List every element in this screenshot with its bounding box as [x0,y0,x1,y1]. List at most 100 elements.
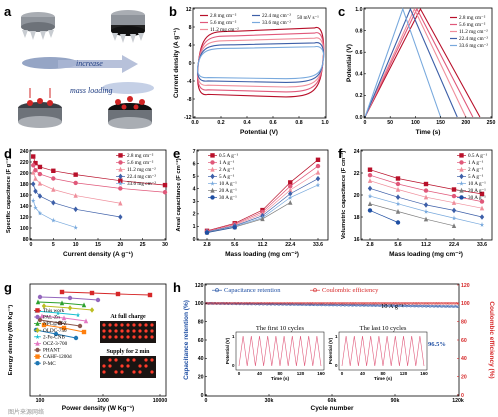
y-tick-label: 16 [354,237,360,243]
x-tick-label: 0.4 [243,120,250,126]
ragone-line [61,291,151,296]
efficiency-point [258,302,261,305]
y2-tick-label: 20 [461,374,467,380]
panel-a-schematic: a increase mass loading [4,4,154,129]
retention-point [362,304,365,307]
efficiency-point [318,302,321,305]
x-tick-label: 200 [461,120,470,126]
retention-point [389,304,392,308]
ticks-f: 2.8 5.6 11.2 22.4 33.6 16 18 20 22 24 [354,149,487,248]
retention-point [446,304,449,308]
led-dot [114,329,118,333]
x-axis-label-f: Mass loading (mg cm⁻²) [389,251,463,258]
retention-point [343,304,346,307]
inset-x-tick: 120 [297,371,305,376]
legend-label: 0.5 A g⁻¹ [468,153,488,159]
legend-marker [118,173,123,180]
data-point [51,176,56,181]
efficiency-point [412,302,415,305]
legend-label: 30 A g⁻¹ [468,195,486,201]
efficiency-point [352,302,356,305]
retention-point [293,303,296,306]
retention-point [455,305,459,308]
led-dot [144,323,148,327]
y-tick-label: 24 [354,149,360,155]
legend-marker [459,166,464,172]
efficiency-point [244,302,247,305]
retention-point [371,304,375,307]
legend-marker [210,195,215,200]
led-array-1 [102,323,154,339]
panel-f-volumetric-capacitance: f 2.8 5.6 11.2 22.4 33.6 16 18 20 22 24 0.5 A g⁻¹… [338,146,493,258]
legend-label: 22.4 mg cm⁻² [262,13,291,19]
cv-curve [196,45,325,80]
retention-point [443,305,446,308]
efficiency-point [357,302,360,305]
data-point [479,205,485,211]
retention-point [413,305,417,308]
gcd-curve [364,7,481,118]
data-point [51,186,56,192]
efficiency-point [230,302,233,305]
data-point [315,169,321,175]
retention-point [272,302,275,305]
retention-point [427,304,430,307]
retention-point [404,304,407,307]
efficiency-point [207,302,210,305]
retention-point [257,302,260,306]
efficiency-point [386,301,389,305]
data-point [37,180,43,186]
legend-label: This work [43,308,65,314]
y2-axis-label-h: Coulombic efficiency (%) [488,301,495,378]
efficiency-point [340,301,343,305]
legend-marker [459,187,464,193]
retention-point [414,304,418,307]
retention-point [330,303,334,306]
efficiency-point [394,301,398,305]
efficiency-point [220,302,223,305]
efficiency-point [427,302,430,305]
retention-point [322,303,325,306]
series-group-b [196,26,325,98]
x-tick-label: 10000 [153,398,168,404]
panel-d-specific-capacitance: d 0 5 10 15 20 25 30 80 100 120 140 160 180 200 220 240… [4,146,168,258]
legend-label: 1 A g⁻¹ [219,160,235,166]
efficiency-point [327,302,330,305]
retention-point [432,305,435,308]
retention-point [456,305,460,308]
data-point [73,192,78,198]
efficiency-point [359,302,362,305]
retention-point [364,304,367,307]
led-dot [144,358,148,362]
data-point [315,163,321,169]
efficiency-point [446,301,449,305]
series-group-c [364,7,481,118]
retention-point [346,304,349,307]
x-tick-label: 120k [452,398,464,404]
efficiency-point [368,302,371,305]
y-tick-label: 0.0 [355,115,362,121]
efficiency-point [367,302,370,305]
data-point [118,186,123,191]
series-line [206,227,235,234]
efficiency-point [421,302,424,305]
y-tick-label: 160 [20,193,29,199]
ragone-point [147,292,153,298]
retention-point [366,304,369,307]
efficiency-point [450,302,453,305]
y-tick-label: 0.6 [355,50,362,56]
efficiency-point [366,302,369,305]
data-point [367,178,373,183]
legend-label: NPC@PPZ [43,321,67,327]
retention-point [383,304,386,307]
retention-point [321,303,324,306]
legend-marker [210,166,215,172]
data-point [315,175,321,182]
led-dot [114,358,118,362]
legend-label: 0.5 A g⁻¹ [219,153,239,159]
retention-point [410,304,413,307]
data-point [288,180,293,185]
data-point [31,197,36,203]
x-tick-label: 10 [73,242,79,248]
efficiency-point [218,302,221,305]
